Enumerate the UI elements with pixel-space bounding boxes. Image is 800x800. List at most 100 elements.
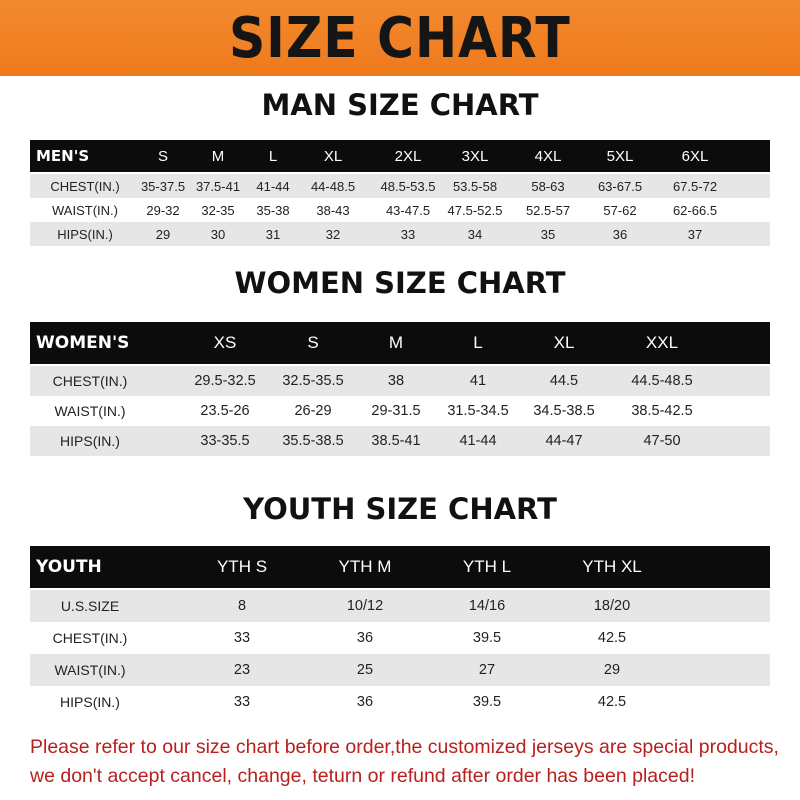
table-cell: 32-35 [201,202,235,218]
table-row: HIPS(IN.) 33 36 39.5 42.5 [30,686,770,718]
table-cell: 44-47 [545,433,583,449]
table-cell: 57-62 [603,202,637,218]
table-cell: 31.5-34.5 [447,403,509,419]
size-header-cell: S [307,333,319,352]
table-cell: 23.5-26 [200,403,250,419]
table-cell: 18/20 [593,598,631,614]
youth-header-row: YOUTH YTH S YTH M YTH L YTH XL [30,546,770,588]
youth-chart-title: YOUTH SIZE CHART [243,492,557,526]
size-header-cell: L [473,333,483,352]
table-cell: 37.5-41 [195,178,241,194]
table-row: HIPS(IN.) 29 30 31 32 33 34 35 36 37 [30,222,770,246]
table-cell: 53.5-58 [452,178,498,194]
measurement-label: HIPS(IN.) [60,433,120,449]
measurement-label: HIPS(IN.) [57,226,113,242]
table-cell: 35-38 [256,202,290,218]
table-cell: 52.5-57 [525,202,571,218]
table-title-cell: WOMEN'S [36,333,130,353]
table-cell: 35 [540,226,556,242]
table-cell: 34 [467,226,483,242]
table-cell: 27 [478,662,496,678]
men-chart-title: MAN SIZE CHART [261,88,539,122]
table-row: CHEST(IN.) 35-37.5 37.5-41 41-44 44-48.5 48.5… [30,174,770,198]
table-cell: 32.5-35.5 [282,373,344,389]
size-header-cell: XL [553,333,575,352]
table-cell: 39.5 [472,694,502,710]
banner-title: SIZE CHART [229,5,571,71]
table-cell: 38.5-42.5 [631,403,693,419]
table-cell: 14/16 [468,598,506,614]
table-row: CHEST(IN.) 29.5-32.5 32.5-35.5 38 41 44.5 44.5… [30,366,770,396]
table-cell: 42.5 [597,694,627,710]
table-cell: 58-63 [531,178,565,194]
size-header-cell: L [268,147,278,165]
table-cell: 8 [237,598,247,614]
measurement-label: CHEST(IN.) [50,178,120,194]
table-cell: 42.5 [597,630,627,646]
table-row: WAIST(IN.) 29-32 32-35 35-38 38-43 43-47.5 47.… [30,198,770,222]
size-header-cell: YTH S [216,557,268,576]
table-cell: 35.5-38.5 [282,433,344,449]
table-title-cell: MEN'S [36,147,90,165]
table-row: U.S.SIZE 8 10/12 14/16 18/20 [30,590,770,622]
table-cell: 25 [356,662,374,678]
women-size-table: WOMEN'S XS S M L XL XXL CHEST(IN.) 29.5-32.5 32.5… [30,322,770,456]
table-row: CHEST(IN.) 33 36 39.5 42.5 [30,622,770,654]
table-cell: 29 [155,226,171,242]
table-cell: 43-47.5 [385,202,431,218]
notice-line-1: Please refer to our size chart before or… [30,736,779,758]
table-cell: 44.5 [549,373,579,389]
table-cell: 36 [356,630,374,646]
table-cell: 48.5-53.5 [380,178,436,194]
table-cell: 33-35.5 [200,433,250,449]
table-cell: 67.5-72 [672,178,718,194]
measurement-label: U.S.SIZE [60,598,120,614]
table-cell: 29 [603,662,621,678]
size-header-cell: YTH M [338,557,392,576]
measurement-label: WAIST(IN.) [54,662,126,678]
table-cell: 33 [233,694,251,710]
table-cell: 63-67.5 [597,178,643,194]
table-cell: 36 [612,226,628,242]
table-cell: 34.5-38.5 [533,403,595,419]
measurement-label: WAIST(IN.) [52,202,118,218]
table-cell: 37 [687,226,703,242]
table-cell: 35-37.5 [140,178,186,194]
table-cell: 41-44 [256,178,290,194]
table-cell: 29-32 [146,202,180,218]
table-cell: 36 [356,694,374,710]
size-header-cell: YTH L [462,557,512,576]
size-header-cell: S [157,147,169,165]
table-cell: 47.5-52.5 [447,202,503,218]
size-header-cell: 3XL [461,147,489,165]
table-cell: 41 [469,373,487,389]
size-header-cell: 5XL [606,147,634,165]
table-cell: 44-48.5 [310,178,356,194]
table-title-cell: YOUTH [36,557,102,577]
size-header-cell: 4XL [534,147,562,165]
table-row: HIPS(IN.) 33-35.5 35.5-38.5 38.5-41 41-44 44-… [30,426,770,456]
order-notice: Please refer to our size chart before or… [30,733,790,791]
table-cell: 38.5-41 [371,433,421,449]
table-cell: 38-43 [316,202,350,218]
size-header-cell: XS [213,333,237,352]
table-cell: 41-44 [459,433,497,449]
table-row: WAIST(IN.) 23 25 27 29 [30,654,770,686]
table-cell: 30 [210,226,226,242]
table-cell: 23 [233,662,251,678]
measurement-label: WAIST(IN.) [54,403,126,419]
youth-size-table: YOUTH YTH S YTH M YTH L YTH XL U.S.SIZE 8 10/12… [30,546,770,718]
men-size-table: MEN'S S M L XL 2XL 3XL 4XL 5XL 6XL CHEST(IN.) 35-37… [30,140,770,246]
table-cell: 47-50 [643,433,681,449]
size-header-cell: M [211,147,225,165]
size-header-cell: XL [323,147,343,165]
size-header-cell: M [388,333,404,352]
size-header-cell: 2XL [394,147,422,165]
table-cell: 26-29 [294,403,332,419]
table-cell: 31 [265,226,281,242]
size-chart-banner: SIZE CHART [0,0,800,76]
women-chart-title: WOMEN SIZE CHART [234,266,566,300]
size-header-cell: XXL [645,333,679,352]
table-cell: 38 [387,373,405,389]
size-header-cell: YTH XL [582,557,642,576]
